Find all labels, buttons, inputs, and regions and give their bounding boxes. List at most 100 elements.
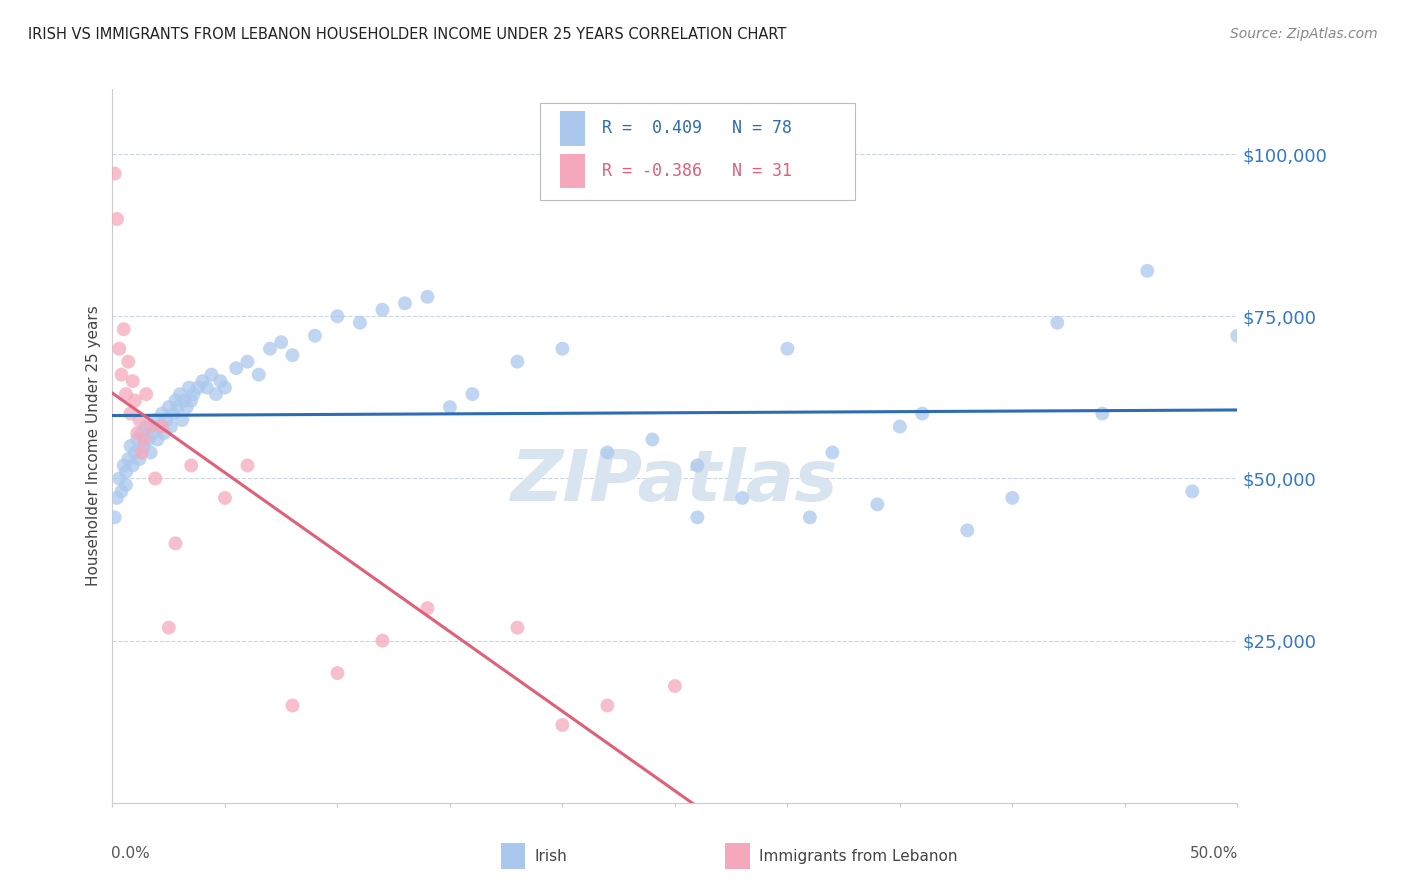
Point bbox=[169, 387, 191, 401]
Point bbox=[1091, 407, 1114, 421]
Point bbox=[776, 342, 799, 356]
Y-axis label: Householder Income Under 25 years: Householder Income Under 25 years bbox=[86, 306, 101, 586]
Bar bbox=[501, 844, 526, 869]
Point bbox=[131, 425, 153, 440]
Point bbox=[247, 368, 270, 382]
Point bbox=[108, 342, 131, 356]
Point bbox=[115, 387, 138, 401]
Point bbox=[124, 393, 146, 408]
Point bbox=[205, 387, 228, 401]
Bar bbox=[560, 154, 585, 188]
Point bbox=[132, 439, 155, 453]
Point bbox=[150, 419, 173, 434]
Point bbox=[166, 400, 188, 414]
Point bbox=[142, 425, 165, 440]
Point bbox=[200, 368, 222, 382]
Point bbox=[115, 478, 138, 492]
Bar bbox=[725, 844, 751, 869]
Point bbox=[127, 425, 149, 440]
Point bbox=[326, 310, 349, 324]
Point bbox=[209, 374, 232, 388]
Point bbox=[187, 381, 209, 395]
Point bbox=[214, 491, 236, 505]
Point bbox=[139, 419, 162, 434]
Point bbox=[214, 381, 236, 395]
Point bbox=[131, 445, 153, 459]
Text: ZIPatlas: ZIPatlas bbox=[512, 447, 838, 516]
Text: Irish: Irish bbox=[534, 849, 567, 863]
Point bbox=[132, 433, 155, 447]
Point bbox=[889, 419, 911, 434]
Point bbox=[139, 445, 162, 459]
Point bbox=[104, 167, 127, 181]
Point bbox=[1001, 491, 1024, 505]
Point bbox=[176, 400, 198, 414]
Point bbox=[195, 381, 218, 395]
Point bbox=[105, 211, 128, 226]
Point bbox=[416, 290, 439, 304]
Point bbox=[439, 400, 461, 414]
Point bbox=[153, 425, 176, 440]
Point bbox=[115, 465, 138, 479]
Point bbox=[911, 407, 934, 421]
Point bbox=[120, 407, 142, 421]
Point bbox=[143, 471, 166, 485]
Point bbox=[551, 718, 574, 732]
Text: R = -0.386   N = 31: R = -0.386 N = 31 bbox=[602, 162, 792, 180]
Point bbox=[180, 393, 202, 408]
Point bbox=[506, 621, 529, 635]
Point bbox=[127, 433, 149, 447]
Point bbox=[596, 445, 619, 459]
Point bbox=[143, 413, 166, 427]
Point bbox=[149, 419, 172, 434]
Point bbox=[461, 387, 484, 401]
Point bbox=[165, 393, 187, 408]
Point bbox=[165, 536, 187, 550]
Point bbox=[162, 407, 184, 421]
Point bbox=[731, 491, 754, 505]
Point bbox=[128, 413, 150, 427]
Point bbox=[551, 342, 574, 356]
Point bbox=[135, 387, 157, 401]
Point bbox=[150, 407, 173, 421]
Point bbox=[281, 348, 304, 362]
Point bbox=[183, 387, 205, 401]
Point bbox=[686, 458, 709, 473]
Point bbox=[117, 354, 139, 368]
Point bbox=[110, 484, 132, 499]
Point bbox=[172, 413, 194, 427]
Point bbox=[1226, 328, 1249, 343]
Point bbox=[664, 679, 686, 693]
Point bbox=[799, 510, 821, 524]
Point bbox=[157, 621, 180, 635]
Point bbox=[155, 413, 177, 427]
Point bbox=[180, 458, 202, 473]
Point bbox=[105, 491, 128, 505]
Point bbox=[112, 322, 135, 336]
Point bbox=[821, 445, 844, 459]
Text: R =  0.409   N = 78: R = 0.409 N = 78 bbox=[602, 120, 792, 137]
Point bbox=[236, 458, 259, 473]
Point bbox=[304, 328, 326, 343]
Point bbox=[394, 296, 416, 310]
Text: Source: ZipAtlas.com: Source: ZipAtlas.com bbox=[1230, 27, 1378, 41]
Point bbox=[270, 335, 292, 350]
Point bbox=[866, 497, 889, 511]
Point bbox=[506, 354, 529, 368]
Text: IRISH VS IMMIGRANTS FROM LEBANON HOUSEHOLDER INCOME UNDER 25 YEARS CORRELATION C: IRISH VS IMMIGRANTS FROM LEBANON HOUSEHO… bbox=[28, 27, 786, 42]
Point bbox=[349, 316, 371, 330]
Point bbox=[1181, 484, 1204, 499]
Point bbox=[135, 419, 157, 434]
Text: 50.0%: 50.0% bbox=[1189, 846, 1239, 861]
Text: Immigrants from Lebanon: Immigrants from Lebanon bbox=[759, 849, 957, 863]
Point bbox=[259, 342, 281, 356]
Point bbox=[686, 510, 709, 524]
Point bbox=[956, 524, 979, 538]
Point bbox=[120, 439, 142, 453]
Point bbox=[191, 374, 214, 388]
Point bbox=[416, 601, 439, 615]
Point bbox=[157, 400, 180, 414]
Point bbox=[371, 302, 394, 317]
Point bbox=[1136, 264, 1159, 278]
Point bbox=[124, 445, 146, 459]
